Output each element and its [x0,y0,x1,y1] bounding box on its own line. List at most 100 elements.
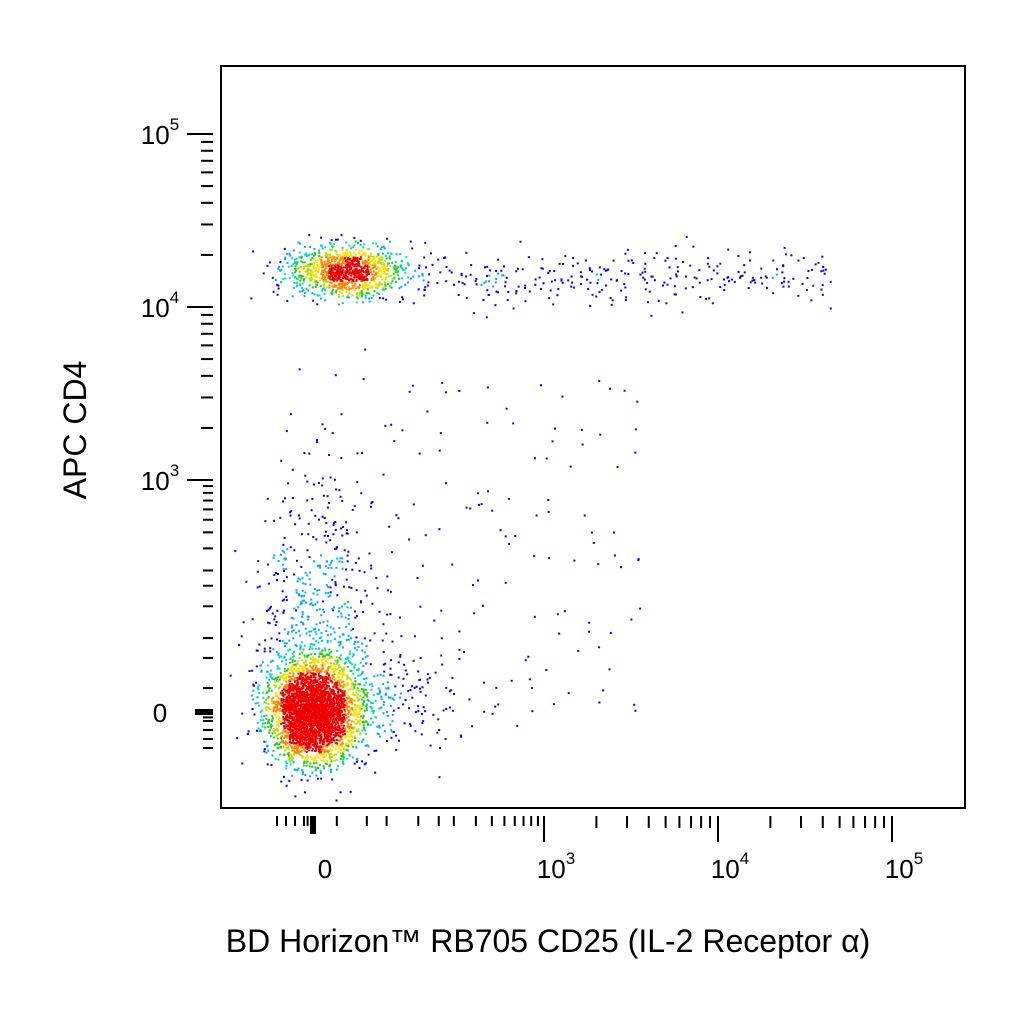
event-point [409,724,412,727]
event-point [419,605,422,608]
event-point [350,683,353,685]
event-point [315,734,318,737]
event-point [292,637,295,640]
event-point [356,688,359,691]
event-point [311,740,314,743]
event-point [355,263,358,265]
event-point [644,270,647,273]
event-point [290,510,293,513]
event-point [364,694,367,697]
event-point [301,611,304,614]
event-point [259,710,262,713]
event-point [291,758,293,761]
event-point [303,452,306,454]
event-point [444,738,447,741]
event-point [268,718,270,721]
event-point [414,269,417,272]
event-point [294,709,297,712]
event-point [291,741,294,744]
event-point [349,287,352,290]
event-point [328,730,330,733]
event-point [368,258,371,261]
event-point [325,522,328,525]
event-point [298,630,300,633]
event-point [310,731,313,734]
event-point [280,676,283,679]
event-point [382,286,385,289]
event-point [382,663,385,666]
event-point [806,277,809,279]
event-point [334,521,337,523]
event-point [320,735,323,738]
event-point [783,246,786,249]
event-point [287,745,290,748]
event-point [340,690,343,693]
event-point [273,678,276,681]
event-point [322,572,325,575]
event-point [329,705,332,708]
event-point [364,348,367,351]
event-point [329,586,332,589]
event-point [404,283,407,286]
event-point [351,731,354,733]
event-point [492,285,495,288]
event-point [355,279,358,282]
event-point [314,630,317,633]
event-point [292,699,295,702]
event-point [331,689,334,691]
event-point [281,698,284,701]
event-point [297,737,300,740]
event-point [295,257,298,260]
event-point [300,742,303,745]
event-point [356,696,359,699]
event-point [352,683,355,686]
event-point [286,548,289,551]
event-point [332,267,335,269]
event-point [643,278,646,281]
event-point [317,747,320,750]
event-point [486,289,489,292]
event-point [332,706,335,709]
event-point [366,270,368,273]
event-point [820,270,823,273]
event-point [364,283,367,286]
event-point [277,560,280,562]
event-point [337,278,340,281]
event-point [377,254,380,257]
event-point [306,723,309,726]
event-point [616,466,619,468]
event-point [326,749,329,752]
event-point [338,729,341,732]
event-point [357,646,360,648]
event-point [343,683,345,686]
event-point [310,680,313,683]
event-point [358,292,361,295]
event-point [308,556,311,559]
event-point [366,695,369,698]
event-point [316,303,319,306]
event-point [335,253,338,256]
event-point [316,745,319,748]
event-point [290,701,293,704]
event-point [284,689,287,692]
event-point [305,739,308,742]
event-point [303,599,306,602]
event-point [332,685,335,688]
event-point [320,244,323,247]
event-point [376,587,379,590]
event-point [296,685,299,688]
event-point [330,690,333,693]
event-point [341,286,344,288]
event-point [352,688,355,691]
event-point [357,277,360,280]
event-point [335,706,338,709]
event-point [271,717,274,720]
event-point [394,260,397,263]
event-point [811,268,813,271]
event-point [260,669,263,672]
event-point [284,699,287,702]
event-point [298,698,301,701]
event-point [285,659,288,661]
event-point [277,267,280,270]
event-point [309,643,312,646]
